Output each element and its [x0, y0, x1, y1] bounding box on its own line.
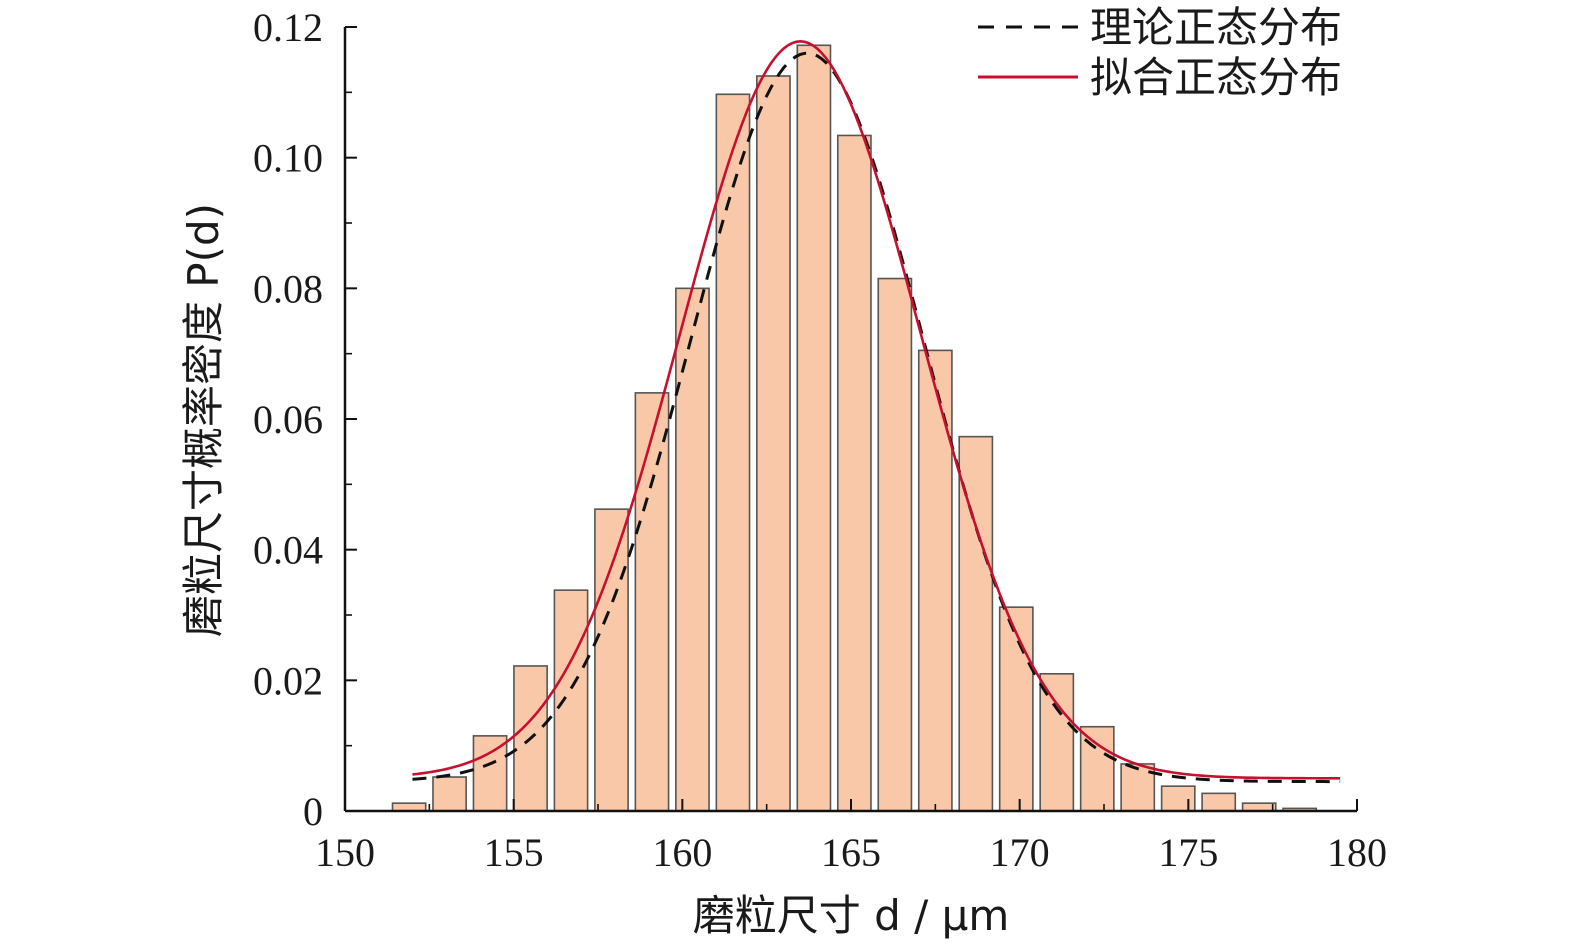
- x-tick-label-0: 150: [315, 830, 375, 875]
- x-tick-label-3: 165: [821, 830, 881, 875]
- x-tick-label-2: 160: [652, 830, 712, 875]
- bar-10: [796, 44, 832, 812]
- bar-7: [675, 287, 710, 812]
- bar-2: [472, 735, 508, 812]
- bar-12: [877, 277, 913, 812]
- legend: 理论正态分布 拟合正态分布: [978, 3, 1342, 102]
- y-axis-title: 磨粒尺寸概率密度 P(d): [179, 203, 228, 637]
- histogram-bars: [391, 44, 1318, 812]
- x-tick-label-4: 170: [990, 830, 1050, 875]
- distribution-curves: [412, 40, 1341, 784]
- legend-label-theoretical: 理论正态分布: [1090, 3, 1342, 52]
- y-tick-label-2: 0.04: [253, 528, 323, 573]
- x-tick-label-5: 175: [1158, 830, 1218, 875]
- x-axis-title: 磨粒尺寸 d / μm: [693, 891, 1010, 940]
- x-tick-label-1: 155: [484, 830, 544, 875]
- bar-17: [1079, 725, 1115, 812]
- bar-19: [1160, 785, 1196, 812]
- series-line-1: [412, 40, 1341, 780]
- bar-1: [432, 776, 467, 812]
- bar-6: [634, 392, 670, 812]
- bar-13: [917, 349, 953, 812]
- bar-15: [998, 606, 1034, 812]
- y-tick-label-5: 0.10: [253, 136, 323, 181]
- y-tick-label-0: 0: [303, 789, 323, 834]
- y-tick-label-1: 0.02: [253, 658, 323, 703]
- x-tick-label-6: 180: [1327, 830, 1387, 875]
- bar-16: [1039, 672, 1075, 812]
- y-tick-label-4: 0.08: [253, 266, 323, 311]
- legend-label-fitted: 拟合正态分布: [1090, 53, 1342, 102]
- bar-20: [1201, 792, 1237, 812]
- axes: [343, 26, 1358, 813]
- y-tick-label-3: 0.06: [253, 397, 323, 442]
- bar-9: [756, 75, 791, 812]
- y-tick-label-6: 0.12: [253, 5, 323, 50]
- bar-4: [553, 589, 589, 812]
- series-line-0: [412, 51, 1341, 784]
- tick-labels: 150 155 160 165 170 175 180 0 0.02 0.04 0.06 0.08 0.…: [253, 5, 1387, 875]
- bar-5: [594, 508, 629, 812]
- bar-8: [715, 93, 751, 812]
- bar-11: [836, 134, 872, 812]
